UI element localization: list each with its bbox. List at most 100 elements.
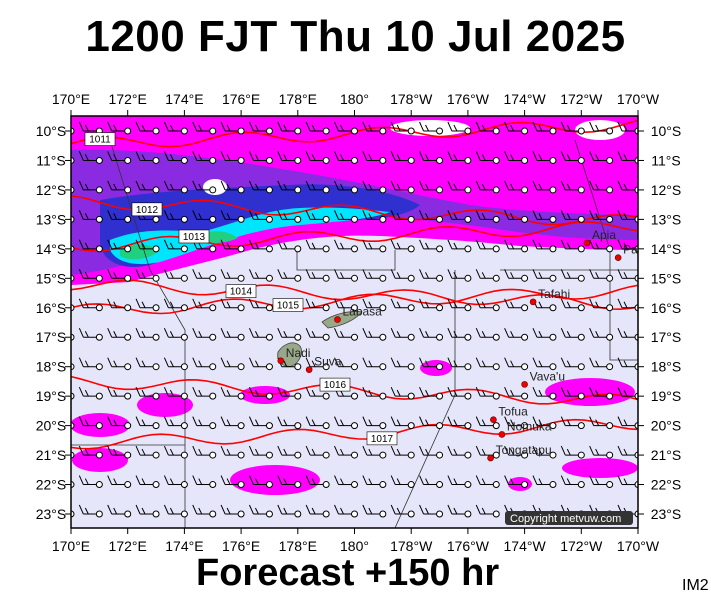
rain-patch [240,386,290,404]
barb-flag [623,478,628,485]
barb-flag [198,448,203,456]
barb-flag [589,445,595,456]
wind-barb [163,328,188,341]
barb-station [209,304,217,312]
barb-flag [248,151,254,161]
barb-station [436,333,444,341]
barb-flag [362,357,368,367]
barb-station [237,186,245,194]
barb-flag [510,213,515,220]
barb-flag [566,154,571,161]
wind-barb [220,445,245,459]
wind-barb [248,475,273,489]
barb-flag [141,389,146,397]
wind-barb [475,269,500,282]
barb-flag [390,180,396,191]
barb-flag [368,360,373,367]
barb-station [407,245,415,253]
barb-station [265,481,273,489]
barb-flag [277,269,283,279]
barb-flag [481,478,486,485]
wind-barb [390,121,415,135]
barb-flag [334,357,339,367]
wind-barb [220,328,245,341]
barb-flag [84,478,89,485]
lat-label-right: 21°S [651,447,682,463]
barb-station [180,274,188,282]
barb-flag [504,121,510,132]
wind-barb [135,416,160,430]
barb-flag [595,183,600,191]
barb-flag [192,151,198,161]
barb-flag [283,213,288,220]
place-marker [277,357,285,365]
barb-flag [135,298,141,308]
lat-label-right: 22°S [651,477,682,493]
barb-station [124,274,132,282]
wind-barb [135,298,160,312]
barb-station [606,304,614,312]
barb-station [152,304,160,312]
barb-flag [510,183,515,191]
barb-flag [566,272,571,279]
wind-barb [334,121,358,135]
barb-flag [305,445,311,456]
barb-flag [481,213,486,220]
barb-station [124,127,132,135]
barb-flag [589,269,595,279]
barb-flag [283,389,288,397]
barb-flag [368,242,373,250]
wind-barb [192,298,217,312]
barb-flag [368,478,373,485]
barb-flag [84,419,89,426]
barb-flag [617,210,623,220]
lon-label-bottom: 172°E [109,538,147,554]
wind-barb [419,386,444,400]
barb-station [95,422,103,430]
wind-barb [78,298,103,312]
wind-barb [78,180,103,194]
barb-flag [510,154,515,161]
image-tag: IM2 [682,577,709,594]
wind-barb [390,475,415,489]
barb-station [180,245,188,253]
barb-flag [623,242,628,250]
wind-barb [78,151,103,164]
wind-barb [504,328,529,341]
barb-station [379,510,387,518]
barb-flag [475,121,481,132]
wind-barb [248,416,273,430]
barb-station [322,215,330,223]
barb-flag [419,328,425,338]
wind-barb [220,386,245,400]
wind-barb [78,357,103,371]
barb-station [606,274,614,282]
wind-barb [475,445,500,459]
barb-flag [368,213,373,220]
barb-station [492,215,500,223]
lon-label-bottom: 178°E [279,538,317,554]
barb-flag [532,210,538,220]
barb-flag [255,272,259,279]
barb-flag [334,151,339,161]
barb-flag [340,419,344,426]
barb-flag [255,183,259,191]
barb-flag [504,210,510,220]
wind-barb [589,328,614,341]
wind-barb [589,475,614,489]
lon-label-bottom: 174°W [504,538,547,554]
wind-barb [220,239,245,253]
barb-flag [334,445,339,456]
wind-barb [419,269,444,282]
barb-station [606,392,614,400]
wind-barb [532,475,557,489]
barb-station [209,363,217,371]
barb-flag [595,331,600,338]
barb-flag [169,507,174,515]
lat-label-right: 19°S [651,388,682,404]
place-marker [583,239,591,247]
wind-barb [107,386,132,400]
barb-flag [538,213,543,220]
barb-station [521,156,529,164]
barb-flag [305,475,311,485]
